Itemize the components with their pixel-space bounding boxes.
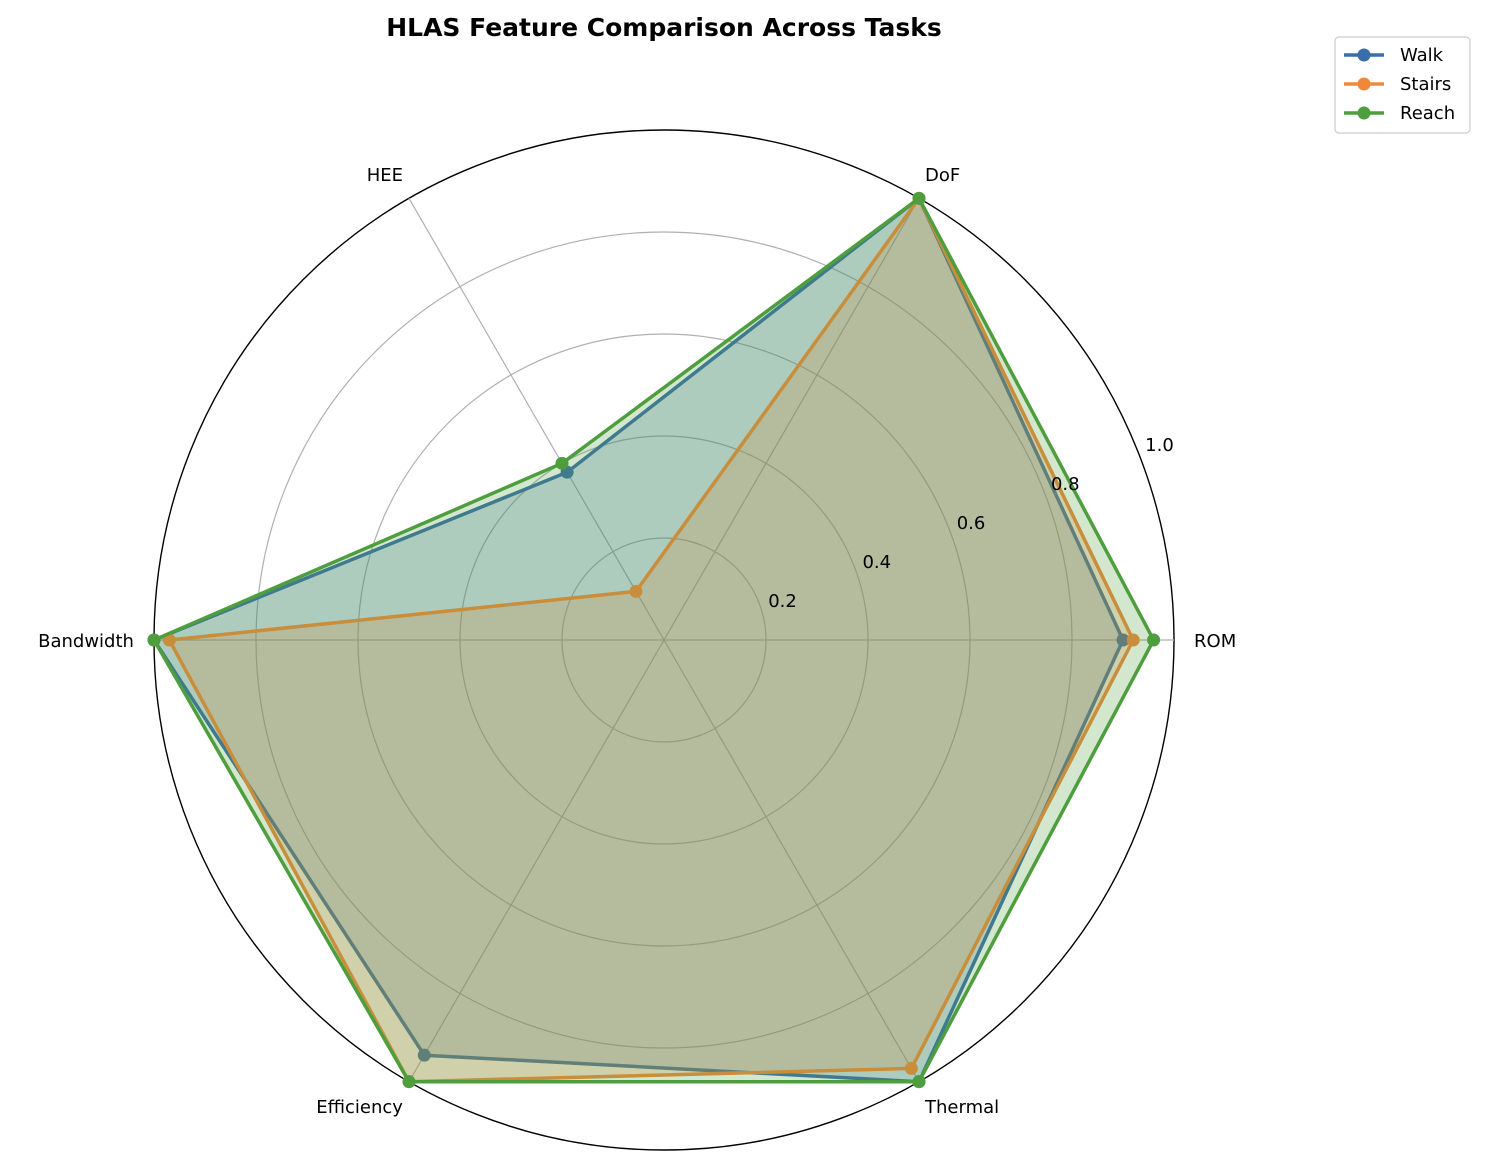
legend-marker	[1357, 77, 1371, 91]
series-layer	[147, 191, 1161, 1089]
r-tick-label: 0.8	[1051, 474, 1080, 495]
label-layer: ROM DoF HEE Bandwidth Efficiency Thermal 0.2 0.…	[38, 165, 1236, 1118]
legend-item-reach: Reach	[1344, 103, 1455, 124]
data-point	[904, 1061, 918, 1075]
spoke-line	[408, 198, 665, 641]
series-area	[154, 198, 1154, 1082]
data-point	[912, 1075, 926, 1089]
spoke-line	[663, 639, 920, 1082]
data-point	[1116, 633, 1130, 647]
legend-marker	[1357, 48, 1371, 62]
r-tick-label: 0.4	[862, 552, 891, 573]
axis-label: Thermal	[924, 1097, 999, 1118]
r-tick-label: 1.0	[1145, 435, 1174, 456]
data-point	[1147, 633, 1161, 647]
legend-label: Reach	[1400, 103, 1455, 124]
legend-marker	[1357, 106, 1371, 120]
data-point	[912, 191, 926, 205]
chart-title: HLAS Feature Comparison Across Tasks	[386, 13, 942, 42]
legend-item-stairs: Stairs	[1344, 74, 1451, 95]
data-point	[555, 456, 569, 470]
data-point	[417, 1048, 431, 1062]
spoke-line	[663, 198, 920, 641]
data-point	[629, 584, 643, 598]
axis-label: Efficiency	[316, 1097, 403, 1118]
axis-label: Bandwidth	[38, 631, 134, 652]
r-tick-label: 0.2	[768, 591, 797, 612]
series-area	[154, 198, 1123, 1082]
series-reach	[147, 191, 1161, 1089]
series-area	[169, 198, 1134, 1082]
data-point	[402, 1075, 416, 1089]
axis-label: HEE	[367, 165, 403, 186]
r-tick-label: 0.6	[957, 513, 986, 534]
data-point	[147, 633, 161, 647]
legend: Walk Stairs Reach	[1334, 36, 1471, 134]
spoke-line	[408, 639, 665, 1082]
axis-label: ROM	[1194, 631, 1236, 652]
legend-label: Stairs	[1400, 74, 1451, 95]
legend-label: Walk	[1400, 45, 1444, 66]
data-point	[162, 633, 176, 647]
axis-label: DoF	[925, 165, 960, 186]
data-point	[1126, 633, 1140, 647]
legend-item-walk: Walk	[1344, 45, 1444, 66]
